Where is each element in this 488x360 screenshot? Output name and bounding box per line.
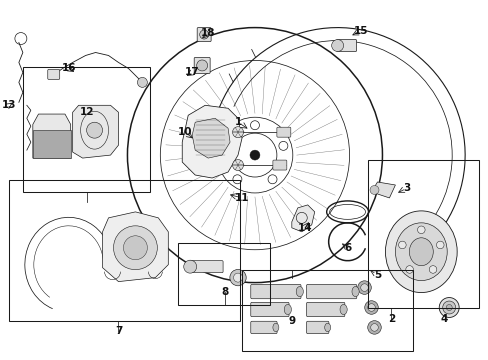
Circle shape (417, 226, 424, 234)
FancyBboxPatch shape (336, 40, 356, 51)
Ellipse shape (351, 287, 358, 297)
Text: 14: 14 (297, 223, 311, 233)
Text: 5: 5 (373, 270, 380, 280)
Circle shape (183, 260, 196, 273)
Circle shape (196, 60, 207, 71)
Text: 3: 3 (403, 183, 410, 193)
Text: 6: 6 (343, 243, 350, 253)
Polygon shape (73, 105, 118, 158)
Circle shape (357, 281, 370, 294)
Circle shape (250, 121, 259, 130)
Ellipse shape (385, 211, 456, 293)
Polygon shape (291, 205, 314, 232)
Ellipse shape (284, 305, 291, 315)
FancyBboxPatch shape (197, 28, 211, 41)
Text: 11: 11 (234, 193, 249, 203)
Text: 18: 18 (201, 28, 215, 37)
Circle shape (398, 241, 406, 249)
Circle shape (267, 175, 276, 184)
Text: 2: 2 (387, 314, 394, 324)
Text: 7: 7 (115, 327, 122, 336)
Text: 12: 12 (79, 107, 94, 117)
Bar (242, 270, 412, 351)
Circle shape (233, 273, 242, 282)
Text: 10: 10 (178, 127, 192, 137)
Circle shape (364, 301, 378, 314)
Circle shape (367, 321, 381, 334)
Circle shape (222, 141, 230, 150)
FancyBboxPatch shape (276, 127, 290, 137)
Circle shape (278, 141, 287, 150)
Text: 13: 13 (1, 100, 16, 110)
FancyBboxPatch shape (48, 69, 60, 80)
Circle shape (113, 226, 157, 270)
Circle shape (370, 324, 378, 331)
Circle shape (232, 127, 243, 138)
Polygon shape (182, 105, 242, 178)
Text: 15: 15 (354, 26, 368, 36)
Circle shape (369, 185, 378, 194)
Text: 9: 9 (287, 316, 295, 327)
Circle shape (436, 241, 443, 249)
FancyBboxPatch shape (189, 261, 223, 273)
Bar (178, 243, 269, 305)
Bar (23, 67, 150, 192)
Circle shape (137, 77, 147, 87)
Circle shape (199, 30, 208, 39)
Circle shape (232, 159, 243, 171)
FancyBboxPatch shape (272, 160, 286, 170)
Polygon shape (33, 114, 71, 158)
Circle shape (123, 236, 147, 260)
Ellipse shape (339, 305, 346, 315)
Circle shape (442, 301, 455, 314)
Circle shape (446, 305, 451, 310)
Circle shape (438, 298, 458, 318)
Polygon shape (371, 182, 395, 198)
Text: 4: 4 (440, 314, 447, 324)
Polygon shape (192, 118, 229, 158)
Ellipse shape (272, 323, 278, 332)
Circle shape (367, 304, 374, 311)
FancyBboxPatch shape (250, 284, 301, 299)
Bar (9, 180, 240, 321)
Ellipse shape (408, 238, 432, 266)
Ellipse shape (296, 287, 303, 297)
FancyBboxPatch shape (306, 302, 344, 317)
Ellipse shape (324, 323, 330, 332)
FancyBboxPatch shape (194, 58, 210, 73)
Text: 16: 16 (61, 63, 76, 73)
Circle shape (331, 40, 343, 51)
FancyBboxPatch shape (306, 284, 356, 299)
Circle shape (428, 266, 436, 273)
FancyBboxPatch shape (250, 302, 288, 317)
Circle shape (86, 122, 102, 138)
FancyBboxPatch shape (250, 321, 277, 334)
Polygon shape (102, 212, 168, 282)
Circle shape (229, 269, 245, 286)
Text: 17: 17 (184, 67, 199, 77)
Text: 1: 1 (234, 117, 241, 127)
FancyBboxPatch shape (306, 321, 328, 334)
Circle shape (360, 284, 367, 291)
Circle shape (405, 266, 412, 273)
Ellipse shape (395, 223, 447, 280)
Bar (33, 130, 71, 158)
Circle shape (249, 150, 260, 160)
Text: 8: 8 (221, 287, 228, 297)
Circle shape (232, 175, 242, 184)
Bar (367, 160, 478, 307)
